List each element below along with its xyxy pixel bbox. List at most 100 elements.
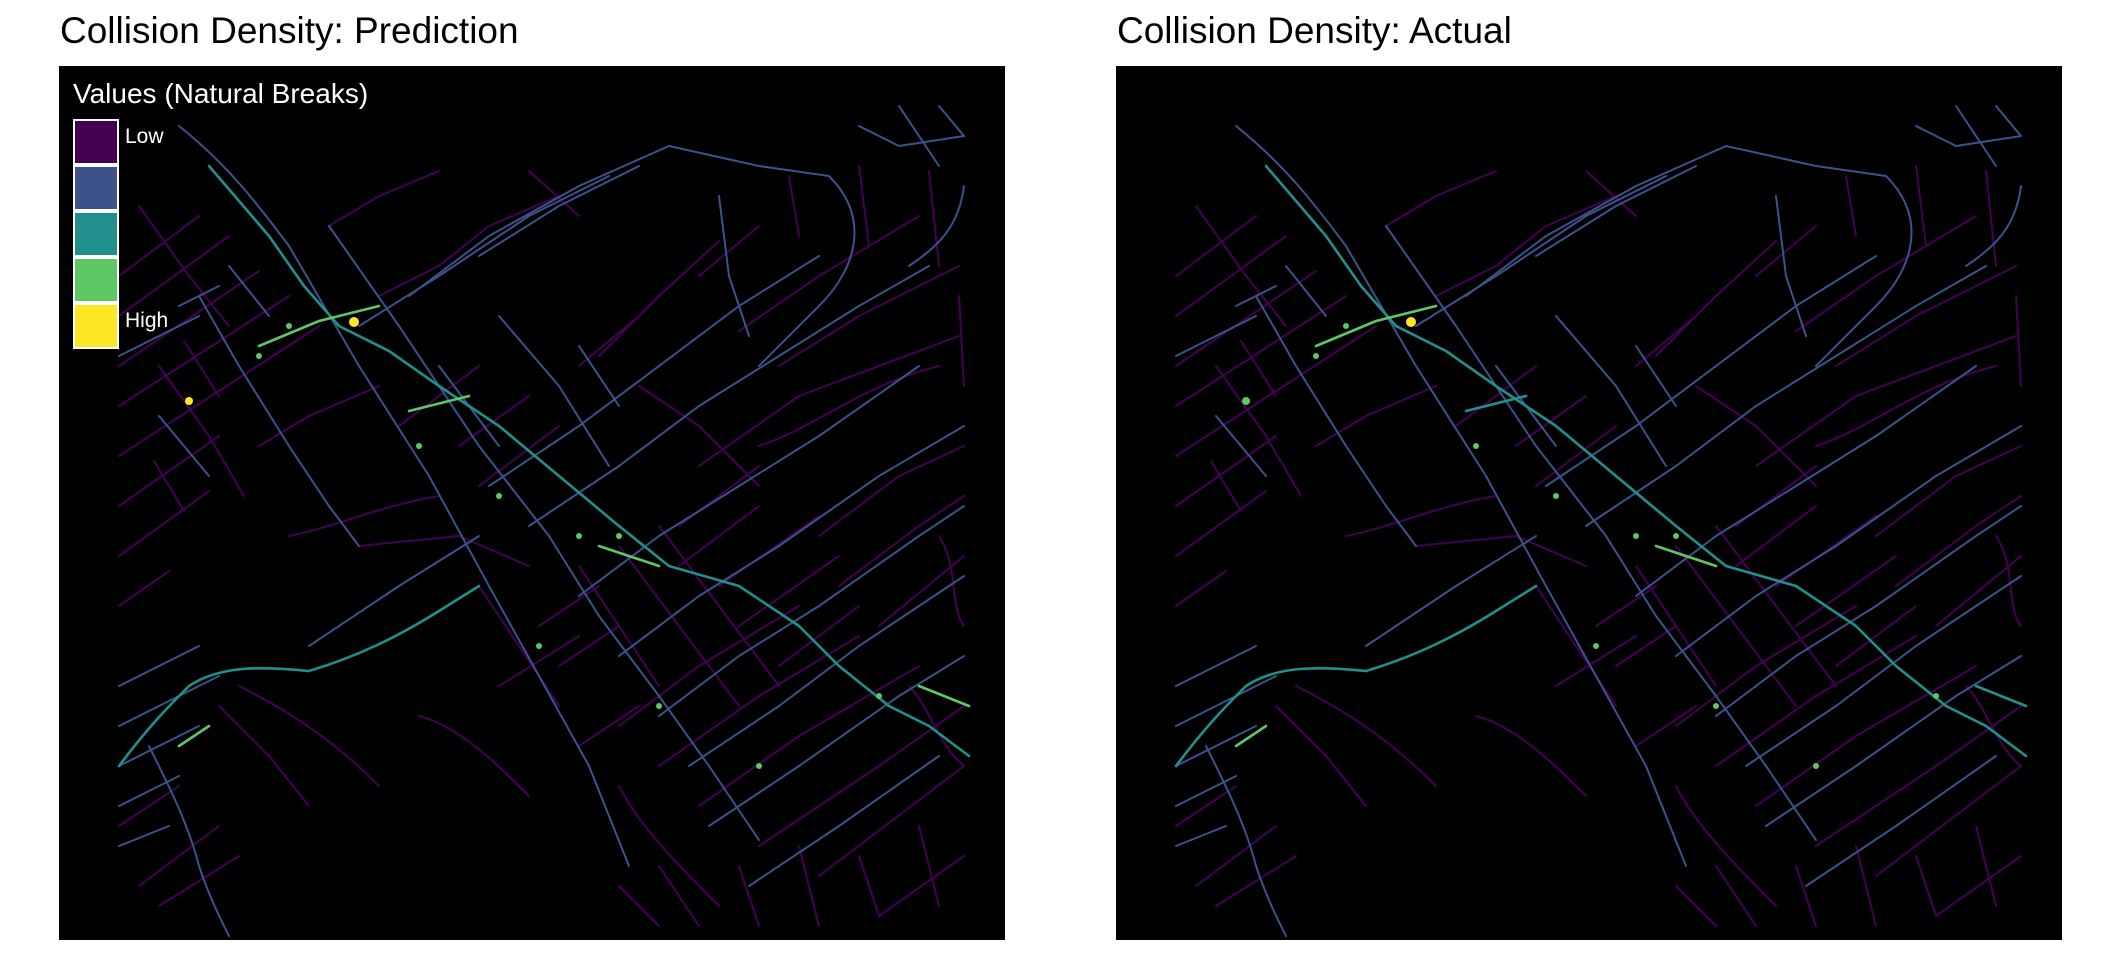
street-segment (288, 245, 630, 867)
street-segment (658, 525, 780, 687)
street-segment (358, 535, 530, 567)
street-segment (1835, 265, 2017, 367)
street-segment (158, 415, 210, 477)
hotspot-point (616, 533, 622, 539)
street-segment (408, 145, 670, 297)
street-segment (1935, 555, 2022, 627)
street-segment (1724, 564, 1948, 708)
street-segment (1465, 145, 1727, 297)
street-segment (1875, 765, 2022, 877)
street-segment (1805, 755, 1997, 887)
street-segment (118, 785, 180, 827)
street-segment (138, 205, 230, 327)
street-segment (1415, 535, 1587, 567)
street-segment (478, 425, 560, 487)
street-segment (1775, 515, 1877, 587)
street-segment (1175, 325, 1377, 457)
street-segment (1464, 394, 1528, 413)
street-segment (1944, 704, 2028, 758)
street-segment (118, 645, 200, 687)
street-segment (658, 505, 965, 717)
street-segment (598, 240, 720, 357)
street-segment (1635, 315, 1697, 367)
street-segment (1175, 490, 1267, 557)
street-segment (1845, 175, 1857, 237)
street-segment (1275, 705, 1367, 807)
street-segment (1215, 415, 1267, 477)
street-segment (1715, 525, 1837, 687)
legend-swatch-3 (73, 211, 119, 257)
street-segment (818, 765, 965, 877)
street-segment (1345, 245, 1687, 867)
hotspot-point (1713, 703, 1719, 709)
street-segment (1765, 655, 2022, 827)
hotspot-point (1313, 353, 1319, 359)
street-segment (177, 724, 211, 748)
street-segment (1175, 570, 1227, 607)
hotspot-point (286, 323, 292, 329)
map-actual[interactable] (1116, 66, 2062, 940)
street-segment (1875, 445, 2022, 537)
street-segment (578, 315, 640, 367)
street-segment (618, 605, 800, 727)
hotspot-point (1673, 533, 1679, 539)
street-segment (688, 575, 965, 767)
panel-title-actual: Collision Density: Actual (1117, 10, 1512, 51)
street-segment (1195, 825, 1277, 887)
street-segment (1654, 544, 1718, 568)
street-segment (337, 324, 671, 568)
street-segment (307, 584, 481, 673)
street-segment (858, 165, 870, 247)
hotspot-point (1933, 693, 1939, 699)
hotspot-point (1242, 397, 1250, 405)
street-segment (1695, 385, 1817, 487)
street-segment (1385, 225, 1817, 841)
street-segment (1955, 105, 1997, 167)
hotspot-point (1553, 493, 1559, 499)
street-network-prediction (117, 105, 971, 937)
street-segment (118, 490, 210, 557)
street-segment (778, 265, 960, 367)
street-segment (1815, 365, 1997, 447)
street-segment (1285, 265, 1327, 317)
hotspot-point (349, 317, 359, 327)
legend-item-2 (73, 165, 273, 211)
map-prediction[interactable]: Values (Natural Breaks) Low (59, 66, 1005, 940)
hotspot-point (1633, 533, 1639, 539)
street-segment (398, 365, 480, 427)
hotspot-point (756, 763, 762, 769)
street-segment (1775, 195, 1807, 337)
street-segment (1675, 785, 1777, 907)
street-segment (1174, 666, 1368, 768)
street-segment (1240, 340, 1277, 397)
street-segment (938, 105, 965, 137)
street-segment (668, 145, 830, 177)
street-segment (478, 585, 560, 707)
street-segment (758, 175, 856, 367)
legend-swatch-1 (73, 119, 119, 165)
street-segment (118, 235, 230, 317)
street-segment (1755, 335, 2017, 467)
street-segment (218, 705, 310, 807)
street-segment (1175, 675, 1277, 727)
street-segment (718, 515, 820, 587)
street-segment (618, 545, 740, 707)
street-network-actual (1174, 105, 2028, 937)
street-segment (1815, 705, 2022, 847)
legend-title: Values (Natural Breaks) (73, 78, 369, 109)
street-segment (118, 270, 260, 367)
street-segment (118, 570, 170, 607)
street-segment (438, 195, 560, 267)
street-segment (1965, 185, 2022, 267)
street-segment (667, 564, 891, 708)
street-segment (718, 195, 750, 337)
street-segment (1235, 285, 1277, 307)
street-segment (328, 225, 760, 841)
street-segment (1655, 240, 1777, 357)
street-segment (1555, 635, 1637, 687)
street-segment (1255, 295, 1417, 547)
street-segment (1495, 195, 1617, 267)
street-segment (1974, 684, 2028, 708)
street-segment (153, 460, 185, 512)
street-segment (708, 655, 965, 827)
